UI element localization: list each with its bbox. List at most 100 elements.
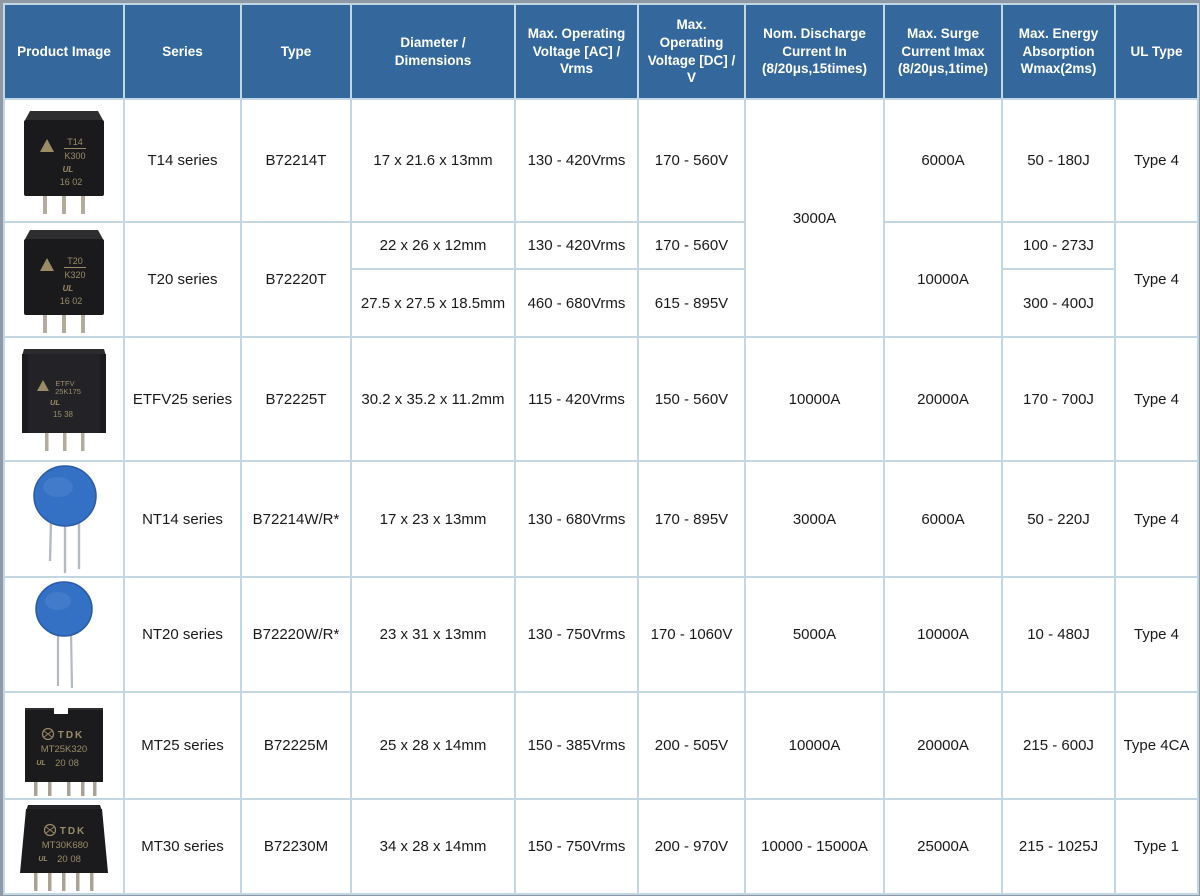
cell-nt20-discharge-current: 5000A — [744, 576, 885, 693]
mt30-product-image: TDK MT30K680 UL 20 08 — [20, 804, 108, 891]
cell-t14-dc-voltage: 170 - 560V — [637, 98, 746, 223]
cell-etfv25-ul-type: Type 4 — [1114, 336, 1199, 462]
header-product-image: Product Image — [3, 3, 125, 100]
t14-product-image: T14 K300 UL 16 02 — [24, 110, 104, 214]
etfv25-ul-mark: UL — [50, 398, 60, 407]
cell-etfv25-discharge-current: 10000A — [744, 336, 885, 462]
cell-t20-image: T20 K320 UL 16 02 — [3, 221, 125, 338]
cell-etfv25-ac-voltage: 115 - 420Vrms — [514, 336, 639, 462]
cell-t20-v1-ac-voltage: 130 - 420Vrms — [514, 221, 639, 270]
row-t14: T14 K300 UL 16 02 T14 series B72214T 17 … — [3, 98, 1199, 338]
cell-etfv25-dimensions: 30.2 x 35.2 x 11.2mm — [350, 336, 516, 462]
cell-t20-v2-energy: 300 - 400J — [1001, 268, 1116, 338]
mt25-product-image: TDK MT25K320 UL 20 08 — [25, 707, 103, 796]
row-nt14: NT14 series B72214W/R* 17 x 23 x 13mm 13… — [3, 460, 1199, 578]
cell-t20-v2-dimensions: 27.5 x 27.5 x 18.5mm — [350, 268, 516, 338]
cell-mt30-dimensions: 34 x 28 x 14mm — [350, 798, 516, 895]
t14-marking-line2: K300 — [64, 151, 85, 161]
header-max-surge-current: Max. Surge Current Imax (8/20μs,1time) — [883, 3, 1003, 100]
cell-mt30-ul-type: Type 1 — [1114, 798, 1199, 895]
cell-mt30-type: B72230M — [240, 798, 352, 895]
cell-nt20-surge-current: 10000A — [883, 576, 1003, 693]
header-max-energy: Max. Energy Absorption Wmax(2ms) — [1001, 3, 1116, 100]
mt25-brand: TDK — [58, 730, 85, 741]
cell-mt25-ul-type: Type 4CA — [1114, 691, 1199, 800]
cell-mt25-energy: 215 - 600J — [1001, 691, 1116, 800]
cell-nt14-image — [3, 460, 125, 578]
cell-t20-v2-ac-voltage: 460 - 680Vrms — [514, 268, 639, 338]
cell-mt25-image: TDK MT25K320 UL 20 08 — [3, 691, 125, 800]
etfv25-date-code: 15 38 — [53, 410, 74, 419]
cell-nt14-discharge-current: 3000A — [744, 460, 885, 578]
cell-mt30-surge-current: 25000A — [883, 798, 1003, 895]
cell-mt25-type: B72225M — [240, 691, 352, 800]
cell-nt20-dimensions: 23 x 31 x 13mm — [350, 576, 516, 693]
cell-etfv25-image: ETFV 25K175 UL 15 38 — [3, 336, 125, 462]
cell-mt25-dimensions: 25 x 28 x 14mm — [350, 691, 516, 800]
cell-etfv25-type: B72225T — [240, 336, 352, 462]
varistor-spec-table: Product Image Series Type Diameter / Dim… — [3, 3, 1199, 895]
nt14-product-image — [33, 465, 97, 573]
cell-mt30-discharge-current: 10000 - 15000A — [744, 798, 885, 895]
cell-nt20-energy: 10 - 480J — [1001, 576, 1116, 693]
row-mt30: TDK MT30K680 UL 20 08 MT30 series B72230… — [3, 798, 1199, 895]
cell-mt25-surge-current: 20000A — [883, 691, 1003, 800]
cell-nt14-surge-current: 6000A — [883, 460, 1003, 578]
cell-t14-ac-voltage: 130 - 420Vrms — [514, 98, 639, 223]
mt25-date-code: 20 08 — [55, 758, 79, 769]
cell-nt20-image — [3, 576, 125, 693]
row-t20-variant2: 27.5 x 27.5 x 18.5mm 460 - 680Vrms 615 -… — [4, 268, 1198, 338]
mt25-part-number: MT25K320 — [41, 744, 87, 755]
cell-t14-dimensions: 17 x 21.6 x 13mm — [350, 98, 516, 223]
cell-nt14-type: B72214W/R* — [240, 460, 352, 578]
header-series: Series — [123, 3, 242, 100]
t20-marking-line2: K320 — [64, 270, 85, 280]
t14-ul-mark: UL — [63, 165, 74, 174]
header-ul-type: UL Type — [1114, 3, 1199, 100]
mt30-ul-mark: UL — [38, 856, 47, 863]
etfv25-product-image: ETFV 25K175 UL 15 38 — [22, 349, 106, 451]
cell-t20-ul-type: Type 4 — [1114, 221, 1199, 338]
cell-t14-type: B72214T — [240, 98, 352, 223]
cell-nt14-ul-type: Type 4 — [1114, 460, 1199, 578]
cell-etfv25-series: ETFV25 series — [123, 336, 242, 462]
t20-date-code: 16 02 — [60, 296, 83, 306]
cell-etfv25-energy: 170 - 700J — [1001, 336, 1116, 462]
cell-t20-v1-dimensions: 22 x 26 x 12mm — [350, 221, 516, 270]
cell-etfv25-surge-current: 20000A — [883, 336, 1003, 462]
row-nt20: NT20 series B72220W/R* 23 x 31 x 13mm 13… — [3, 576, 1199, 693]
t20-ul-mark: UL — [63, 284, 74, 293]
cell-mt25-series: MT25 series — [123, 691, 242, 800]
cell-nt20-ul-type: Type 4 — [1114, 576, 1199, 693]
cell-nt14-series: NT14 series — [123, 460, 242, 578]
t20-product-image: T20 K320 UL 16 02 — [24, 229, 104, 333]
header-row: Product Image Series Type Diameter / Dim… — [3, 3, 1199, 100]
cell-nt20-type: B72220W/R* — [240, 576, 352, 693]
row-mt25: TDK MT25K320 UL 20 08 MT25 series B72225… — [3, 691, 1199, 800]
row-t20-variant1: T20 K320 UL 16 02 T20 series B72220T 22 … — [3, 221, 1199, 338]
cell-nt14-energy: 50 - 220J — [1001, 460, 1116, 578]
mt30-date-code: 20 08 — [57, 854, 81, 865]
header-max-ac-voltage: Max. Operating Voltage [AC] / Vrms — [514, 3, 639, 100]
cell-t14-ul-type: Type 4 — [1114, 98, 1199, 223]
cell-mt30-dc-voltage: 200 - 970V — [637, 798, 746, 895]
t20-marking-line1: T20 — [67, 256, 83, 266]
header-nom-discharge-current: Nom. Discharge Current In (8/20μs,15time… — [744, 3, 885, 100]
cell-nt20-ac-voltage: 130 - 750Vrms — [514, 576, 639, 693]
cell-t14-series: T14 series — [123, 98, 242, 223]
cell-t14-t20-discharge-current: 3000A — [744, 98, 885, 338]
cell-mt25-discharge-current: 10000A — [744, 691, 885, 800]
header-type: Type — [240, 3, 352, 100]
header-max-dc-voltage: Max. Operating Voltage [DC] / V — [637, 3, 746, 100]
row-etfv25: ETFV 25K175 UL 15 38 ETFV25 series B7222… — [3, 336, 1199, 462]
cell-mt30-ac-voltage: 150 - 750Vrms — [514, 798, 639, 895]
header-dimensions: Diameter / Dimensions — [350, 3, 516, 100]
cell-mt30-series: MT30 series — [123, 798, 242, 895]
cell-nt14-ac-voltage: 130 - 680Vrms — [514, 460, 639, 578]
cell-nt14-dimensions: 17 x 23 x 13mm — [350, 460, 516, 578]
cell-t14-image: T14 K300 UL 16 02 — [3, 98, 125, 223]
mt30-brand: TDK — [60, 826, 87, 837]
cell-t20-v1-dc-voltage: 170 - 560V — [637, 221, 746, 270]
cell-nt14-dc-voltage: 170 - 895V — [637, 460, 746, 578]
